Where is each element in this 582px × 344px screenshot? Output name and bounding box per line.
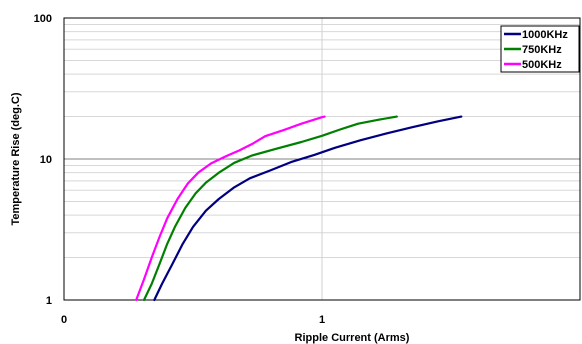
y-axis-title: Temperature Rise (deg.C) <box>10 92 22 225</box>
x-axis-title: Ripple Current (Arms) <box>295 332 410 344</box>
series-line-1000KHz <box>153 115 463 302</box>
y-tick-label: 10 <box>40 154 52 166</box>
legend-label-750KHz: 750KHz <box>522 44 562 56</box>
y-tick-labels: 1 10 100 <box>34 13 52 307</box>
series-line-500KHz <box>135 115 326 302</box>
y-tick-label: 1 <box>46 295 52 307</box>
plot-frame <box>63 17 581 301</box>
y-tick-label: 100 <box>34 13 52 25</box>
major-gridlines <box>64 18 580 300</box>
x-tick-label: 0 <box>61 314 67 326</box>
series-line-750KHz <box>142 115 398 302</box>
legend-label-500KHz: 500KHz <box>522 59 562 71</box>
legend: 1000KHz 750KHz 500KHz <box>500 25 580 73</box>
x-tick-label: 1 <box>319 314 325 326</box>
series-layer <box>135 115 463 302</box>
legend-label-1000KHz: 1000KHz <box>522 29 568 41</box>
